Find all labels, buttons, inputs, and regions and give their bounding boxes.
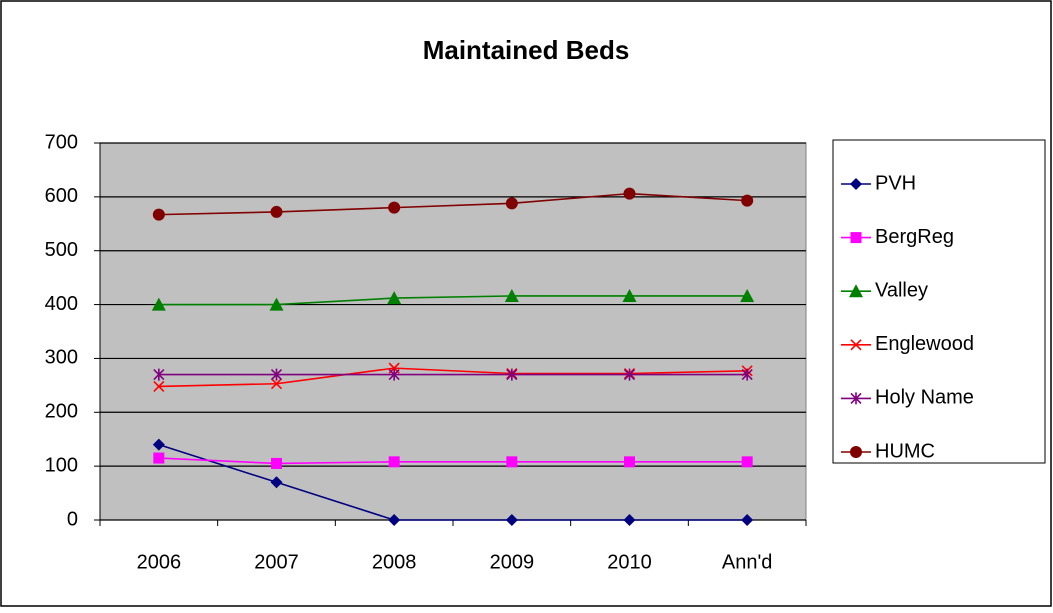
plot-area (99, 142, 807, 521)
marker (152, 438, 165, 451)
marker (388, 514, 401, 526)
x-tick-label: Ann'd (722, 551, 773, 573)
legend-label: PVH (875, 172, 916, 194)
series-line (158, 192, 748, 216)
legend-marker (850, 232, 862, 244)
y-tick-label: 400 (45, 293, 78, 315)
series-line (158, 367, 748, 388)
x-tick-label: 2010 (607, 551, 652, 573)
marker (152, 208, 165, 221)
series-line (158, 457, 748, 465)
marker (270, 378, 283, 390)
legend-marker (849, 284, 863, 298)
marker (271, 457, 282, 469)
marker (387, 291, 402, 305)
marker (741, 194, 754, 207)
x-tick-label: 2009 (490, 551, 535, 573)
marker (388, 456, 400, 468)
legend-marker (850, 339, 862, 351)
legend (832, 139, 1046, 464)
x-tick-label: 2008 (372, 551, 417, 573)
marker (623, 187, 636, 200)
marker (151, 297, 166, 311)
x-tick-label: 2007 (254, 551, 299, 573)
marker (270, 205, 283, 218)
series-line (158, 295, 748, 306)
y-tick-label: 500 (45, 239, 78, 261)
marker (623, 368, 636, 381)
marker (269, 297, 284, 311)
x-tick-label: 2006 (137, 551, 182, 573)
marker (740, 288, 755, 302)
marker (741, 368, 753, 381)
legend-label: HUMC (875, 440, 935, 462)
y-tick-label: 0 (67, 508, 78, 530)
legend-label: Holy Name (875, 387, 974, 409)
marker (624, 456, 635, 468)
marker (388, 368, 400, 381)
marker (505, 514, 518, 526)
marker (741, 514, 754, 526)
marker (270, 476, 283, 489)
marker (622, 288, 637, 302)
marker (388, 201, 401, 214)
marker (153, 380, 165, 392)
marker (506, 456, 518, 468)
y-tick-label: 700 (45, 131, 78, 153)
legend-label: BergReg (875, 226, 954, 248)
marker (504, 288, 519, 302)
marker (153, 452, 165, 464)
marker (506, 368, 518, 381)
legend-marker (850, 392, 862, 405)
marker (623, 514, 636, 526)
legend-label: Englewood (875, 333, 974, 355)
legend-marker (850, 178, 862, 190)
marker (153, 368, 165, 381)
series-line (158, 443, 748, 521)
y-tick-label: 300 (45, 347, 78, 369)
legend-marker (850, 446, 862, 458)
legend-label: Valley (875, 279, 928, 301)
marker (505, 197, 518, 210)
marker (270, 368, 283, 381)
y-tick-label: 200 (45, 401, 78, 423)
y-tick-label: 600 (45, 185, 78, 207)
chart-title: Maintained Beds (423, 35, 630, 65)
marker (741, 456, 753, 468)
y-tick-label: 100 (45, 454, 78, 476)
